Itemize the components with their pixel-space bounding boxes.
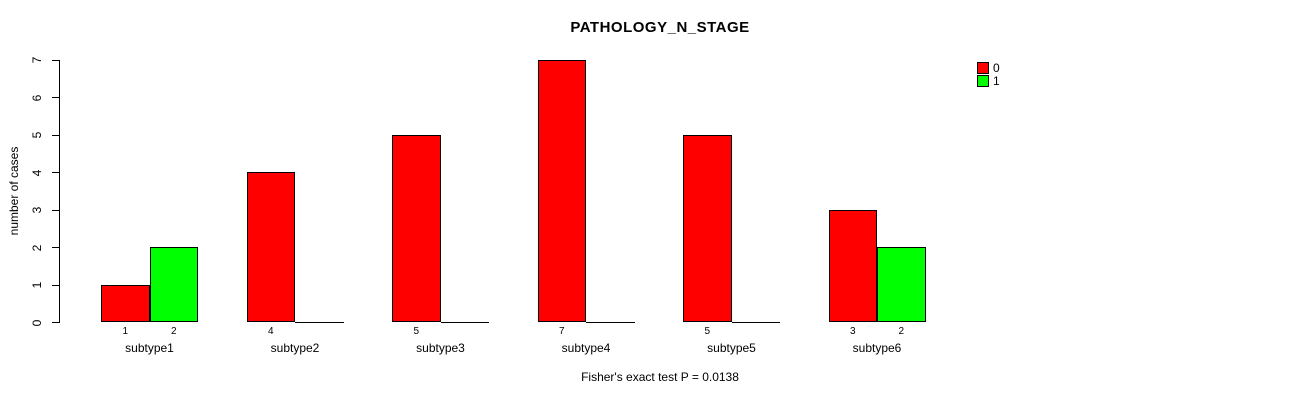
y-tick (52, 97, 59, 99)
category-label: subtype2 (270, 341, 320, 355)
bar-value-label: 5 (704, 326, 711, 337)
y-tick (52, 172, 59, 174)
y-tick-label: 0 (30, 319, 44, 326)
y-tick (52, 209, 59, 211)
y-tick (52, 322, 59, 323)
stat-test-caption: Fisher's exact test P = 0.0138 (581, 370, 739, 384)
y-tick (52, 247, 59, 249)
zero-bar-series1-subtype5 (731, 322, 780, 323)
zero-bar-series1-subtype3 (440, 322, 489, 323)
bar-series1-subtype6 (877, 247, 926, 322)
legend-entry-0: 0 (977, 62, 1000, 74)
bar-value-label: 4 (267, 326, 274, 337)
y-tick-label: 2 (30, 244, 44, 251)
bar-series0-subtype2 (246, 172, 295, 322)
y-tick-label: 1 (30, 281, 44, 289)
bar-value-label: 3 (849, 326, 856, 337)
legend-entry-1: 1 (977, 75, 1000, 87)
y-tick-label: 4 (30, 169, 44, 177)
y-tick-label: 6 (30, 94, 44, 102)
bar-value-label: 1 (122, 326, 129, 337)
category-label: subtype5 (707, 341, 756, 355)
y-tick-label: 7 (30, 57, 44, 64)
bar-series0-subtype3 (392, 134, 441, 322)
legend-swatch-red (977, 62, 989, 74)
bar-value-label: 5 (413, 326, 420, 337)
y-tick (52, 134, 59, 136)
bar-value-label: 7 (558, 326, 565, 337)
y-tick (52, 59, 59, 61)
category-label: subtype6 (852, 341, 902, 355)
y-tick-label: 3 (30, 206, 44, 214)
legend-label-1: 1 (993, 74, 1000, 88)
bar-series0-subtype6 (828, 209, 877, 322)
bar-value-label: 2 (170, 326, 177, 337)
bar-series1-subtype1 (149, 247, 198, 322)
y-tick-label: 5 (30, 132, 44, 139)
category-label: subtype1 (125, 341, 174, 355)
y-axis-line (59, 59, 60, 323)
category-label: subtype3 (416, 341, 465, 355)
bar-series0-subtype5 (683, 134, 732, 322)
bar-value-label: 2 (898, 326, 905, 337)
zero-bar-series1-subtype2 (295, 322, 344, 323)
legend-swatch-green (977, 75, 989, 87)
legend: 0 1 (977, 62, 1000, 87)
y-axis-title: number of cases (7, 146, 21, 236)
bar-series0-subtype4 (537, 59, 586, 322)
legend-label-0: 0 (993, 61, 1000, 75)
bar-series0-subtype1 (101, 284, 150, 322)
chart-title: PATHOLOGY_N_STAGE (570, 19, 750, 36)
y-tick (52, 284, 59, 286)
zero-bar-series1-subtype4 (586, 322, 635, 323)
category-label: subtype4 (561, 341, 611, 355)
